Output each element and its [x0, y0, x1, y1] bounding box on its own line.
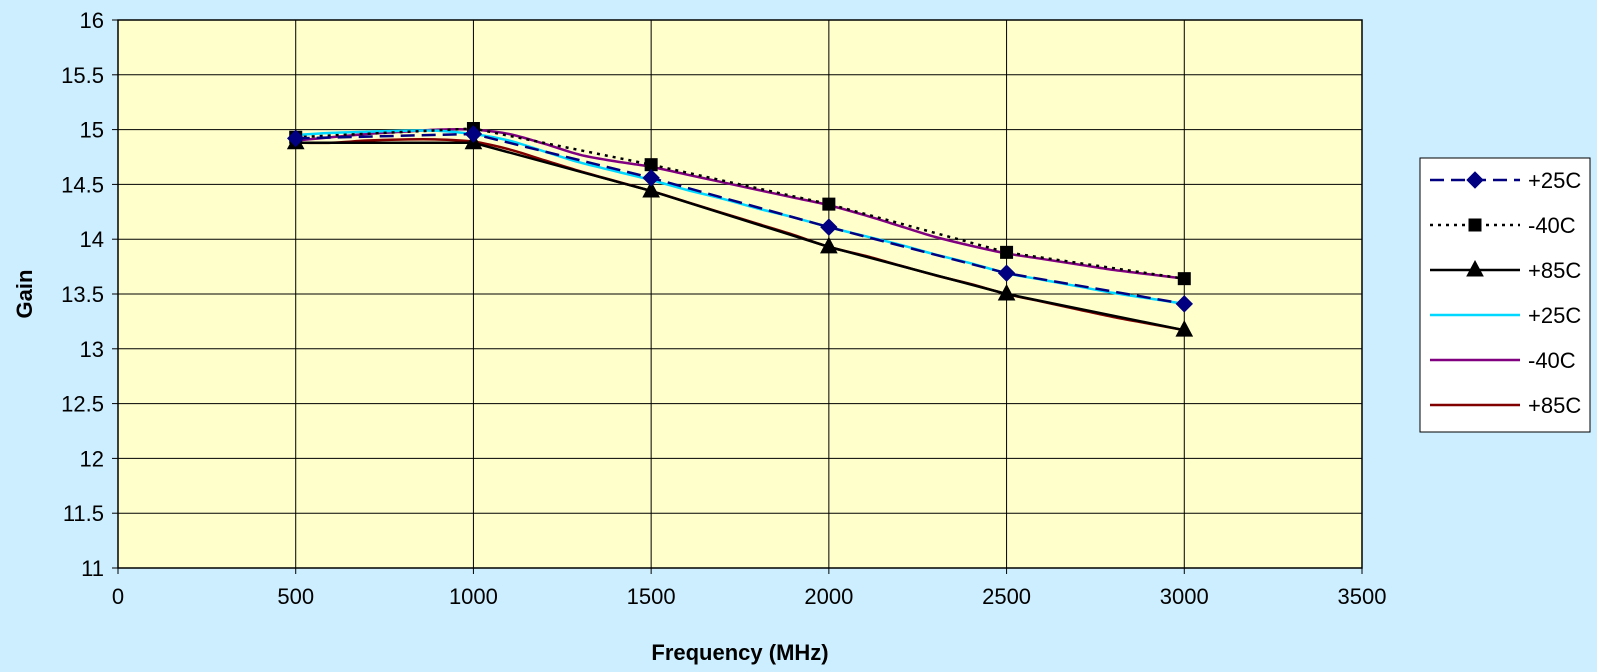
legend-item: +85C	[1430, 258, 1581, 283]
y-tick-label: 15	[80, 118, 104, 143]
data-point	[820, 236, 838, 254]
legend-marker	[1466, 171, 1484, 189]
data-point	[642, 180, 660, 198]
series-2	[286, 132, 1194, 337]
data-point	[1000, 245, 1014, 259]
legend-item: -40C	[1430, 213, 1576, 238]
data-point	[642, 169, 660, 187]
y-tick-label: 14.5	[61, 172, 104, 197]
x-axis: 0 500 1000 1500 2000 2500 3000 3500	[112, 568, 1387, 609]
x-tick-label: 3500	[1338, 584, 1387, 609]
legend-marker	[1466, 259, 1484, 277]
data-point	[1175, 295, 1193, 313]
y-tick-label: 16	[80, 8, 104, 33]
data-point	[1175, 320, 1194, 337]
y-tick-label: 12	[80, 446, 104, 471]
legend-label: +85C	[1528, 393, 1581, 418]
legend-label: +85C	[1528, 258, 1581, 283]
y-tick-label: 13	[80, 337, 104, 362]
data-point	[997, 264, 1016, 282]
legend-label: -40C	[1528, 213, 1576, 238]
legend-item: +25C	[1430, 303, 1581, 328]
data-point	[822, 197, 836, 211]
y-axis: 11 11.5 12 12.5 13 13.5 14 14.5 15 15.5 16	[61, 8, 118, 581]
x-tick-label: 500	[277, 584, 314, 609]
legend-label: +25C	[1528, 303, 1581, 328]
data-point	[820, 218, 838, 236]
data-point	[287, 129, 305, 148]
y-axis-title: Gain	[12, 270, 37, 319]
legend-marker	[1468, 218, 1482, 232]
x-tick-label: 1000	[449, 584, 498, 609]
legend-label: -40C	[1528, 348, 1576, 373]
y-tick-label: 14	[80, 227, 104, 252]
x-tick-label: 2500	[982, 584, 1031, 609]
data-point	[464, 125, 483, 143]
legend-item: +25C	[1430, 168, 1581, 193]
data-point	[644, 158, 658, 172]
data-point	[997, 283, 1016, 301]
y-tick-label: 11	[81, 556, 104, 581]
y-tick-label: 13.5	[61, 282, 104, 307]
data-point	[1177, 272, 1191, 286]
legend-item: -40C	[1430, 348, 1576, 373]
series-line	[295, 141, 1185, 332]
x-tick-label: 0	[112, 584, 124, 609]
legend-item: +85C	[1430, 393, 1581, 418]
legend-label: +25C	[1528, 168, 1581, 193]
y-tick-label: 12.5	[61, 392, 104, 417]
series-layer	[286, 122, 1194, 337]
series-line	[295, 132, 1185, 306]
legend-box	[1419, 157, 1591, 433]
legend: +25C -40C +85C +25C -40C +85C	[1419, 157, 1591, 433]
series-0	[287, 125, 1193, 313]
x-tick-label: 1500	[627, 584, 676, 609]
y-tick-label: 15.5	[61, 63, 104, 88]
x-axis-title: Frequency (MHz)	[651, 640, 828, 665]
x-tick-label: 3000	[1160, 584, 1209, 609]
x-tick-label: 2000	[804, 584, 853, 609]
series-line	[295, 127, 1185, 280]
y-tick-label: 11.5	[63, 501, 104, 526]
